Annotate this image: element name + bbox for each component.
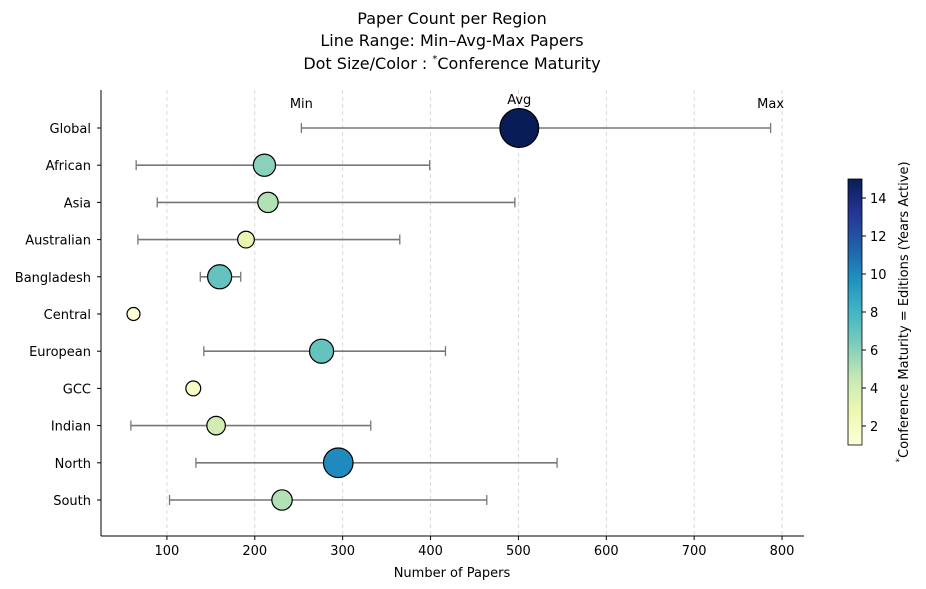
range-lines-layer xyxy=(130,123,772,505)
dots-layer xyxy=(126,108,540,511)
colorbar-label: *Conference Maturity = Editions (Years A… xyxy=(895,161,912,462)
avg-dot xyxy=(322,447,354,479)
chart-title-line-2: Line Range: Min–Avg-Max Papers xyxy=(320,31,583,50)
x-tick-label: 200 xyxy=(242,544,267,559)
colorbar-tick-label: 12 xyxy=(870,230,887,245)
avg-dot xyxy=(308,338,335,364)
colorbar-tick-label: 4 xyxy=(870,382,878,397)
x-tick-label: 800 xyxy=(770,544,795,559)
avg-dot xyxy=(207,264,233,290)
chart-title-line-1: Paper Count per Region xyxy=(357,9,546,28)
avg-dot xyxy=(271,489,293,511)
annotations-layer: Min Avg Max xyxy=(290,93,785,112)
y-tick-label: Asia xyxy=(64,196,91,211)
avg-dot xyxy=(499,108,540,148)
annotation-min: Min xyxy=(290,97,313,112)
y-tick-label: Australian xyxy=(25,234,91,249)
colorbar-tick-label: 10 xyxy=(870,268,887,283)
chart-title-line-3: Dot Size/Color : *Conference Maturity xyxy=(303,54,600,73)
y-tick-label: Bangladesh xyxy=(15,271,91,286)
x-tick-label: 100 xyxy=(154,544,179,559)
y-tick-label: African xyxy=(46,159,91,174)
colorbar-tick-label: 8 xyxy=(870,306,878,321)
colorbar-ticks: 2 4 6 8 10 12 14 xyxy=(862,192,887,435)
x-tick-label: 600 xyxy=(594,544,619,559)
x-tick-label: 500 xyxy=(506,544,531,559)
y-tick-label: GCC xyxy=(63,382,91,397)
x-tick-label: 700 xyxy=(682,544,707,559)
y-tick-label: South xyxy=(53,494,91,509)
y-tick-label: Global xyxy=(50,122,91,137)
avg-dot xyxy=(237,230,255,249)
annotation-avg: Avg xyxy=(507,93,531,108)
avg-dot xyxy=(252,153,277,177)
colorbar-tick-label: 14 xyxy=(870,192,887,207)
x-axis-label: Number of Papers xyxy=(394,566,511,581)
avg-dot xyxy=(257,191,279,214)
avg-dot xyxy=(206,415,226,436)
colorbar-gradient xyxy=(847,178,863,446)
y-tick-label: Indian xyxy=(51,420,91,435)
x-tick-label: 300 xyxy=(330,544,355,559)
annotation-max: Max xyxy=(757,97,784,112)
avg-dot xyxy=(185,380,202,397)
colorbar-tick-label: 2 xyxy=(870,420,878,435)
x-tick-label: 400 xyxy=(418,544,443,559)
axes-layer: 100 200 300 400 500 600 700 800 Global African Asi… xyxy=(15,90,804,559)
y-tick-label: European xyxy=(29,345,91,360)
y-tick-label: North xyxy=(55,457,91,472)
colorbar: 2 4 6 8 10 12 14 *Conference Maturity = Editio… xyxy=(847,161,912,463)
colorbar-tick-label: 6 xyxy=(870,344,878,359)
avg-dot xyxy=(126,306,141,322)
y-tick-label: Central xyxy=(44,308,91,323)
